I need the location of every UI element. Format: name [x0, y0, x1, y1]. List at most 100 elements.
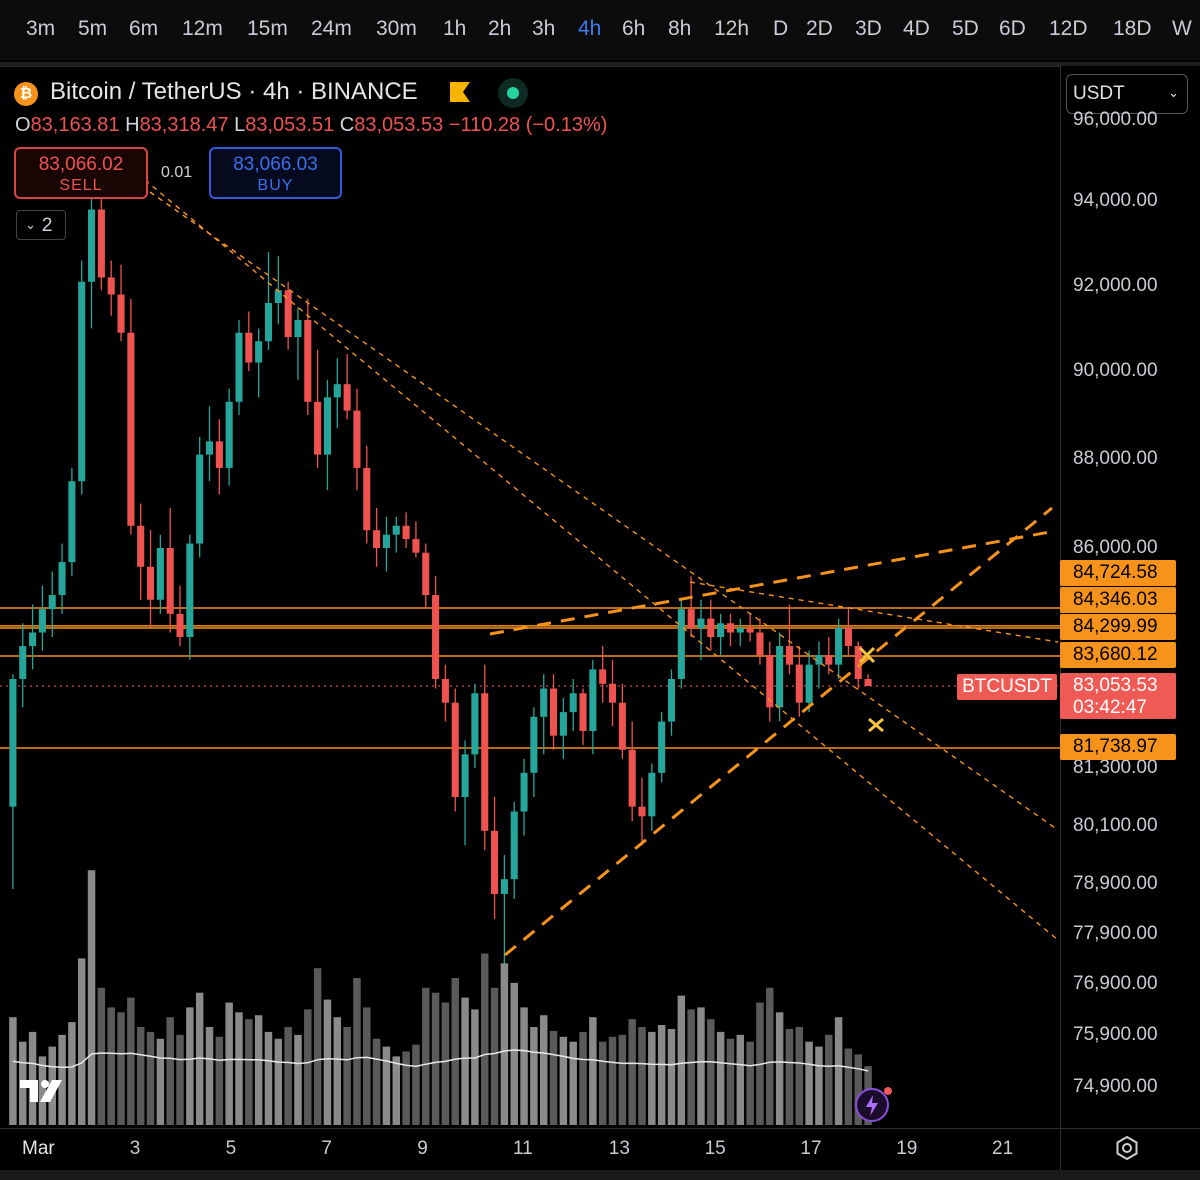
- candle-body: [726, 623, 735, 633]
- toolbar-divider: [0, 62, 1200, 66]
- volume-bar: [9, 1017, 17, 1125]
- volume-bar: [608, 1036, 617, 1125]
- candle-body: [48, 595, 56, 610]
- timeframe-12d[interactable]: 12D: [1049, 17, 1088, 40]
- timeframe-12m[interactable]: 12m: [182, 17, 223, 40]
- volume-bar: [225, 1002, 233, 1125]
- timeframe-3h[interactable]: 3h: [532, 17, 556, 40]
- timeframe-w[interactable]: W: [1172, 17, 1192, 40]
- time-axis[interactable]: [0, 1128, 1060, 1171]
- volume-bar: [461, 997, 469, 1125]
- timeframe-2h[interactable]: 2h: [488, 17, 512, 40]
- candle-body: [618, 702, 626, 750]
- volume-bar: [294, 1034, 302, 1125]
- buy-price: 83,066.03: [233, 154, 318, 175]
- date-label: 15: [704, 1138, 726, 1159]
- date-label: 19: [896, 1138, 918, 1159]
- volume-bar: [264, 1031, 273, 1125]
- chart-pane[interactable]: [0, 66, 1060, 1131]
- candle-body: [608, 683, 617, 703]
- sell-button[interactable]: 83,066.02 SELL: [14, 147, 148, 199]
- timeframe-24m[interactable]: 24m: [311, 17, 352, 40]
- timeframe-4d[interactable]: 4D: [903, 17, 930, 40]
- candle-body: [205, 441, 214, 455]
- timeframe-5m[interactable]: 5m: [78, 17, 108, 40]
- volume-bar: [77, 958, 86, 1125]
- volume-bar: [687, 1009, 695, 1125]
- volume-bar: [28, 1031, 37, 1125]
- timeframe-6h[interactable]: 6h: [622, 17, 646, 40]
- timeframe-3d[interactable]: 3D: [855, 17, 882, 40]
- candle-body: [559, 712, 567, 736]
- candle-body: [29, 632, 37, 647]
- timeframe-6m[interactable]: 6m: [129, 17, 159, 40]
- candle-body: [491, 830, 499, 894]
- volume-bar: [313, 968, 322, 1125]
- trendline-resistance-falling: [689, 581, 1059, 643]
- candle-body: [717, 623, 725, 638]
- timeframe-18d[interactable]: 18D: [1113, 17, 1152, 40]
- timeframe-12h[interactable]: 12h: [714, 17, 750, 40]
- ohlc-readout: O83,163.81 H83,318.47 L83,053.51 C83,053…: [15, 114, 607, 137]
- high-key: H: [125, 114, 140, 136]
- date-label: 21: [992, 1138, 1014, 1159]
- flag-icon[interactable]: [448, 82, 470, 102]
- level-price-tag: 84,299.99: [1060, 614, 1176, 640]
- candle-body: [146, 566, 155, 600]
- timeframe-15m[interactable]: 15m: [247, 17, 288, 40]
- volume-bar: [549, 1030, 558, 1125]
- volume-bar: [530, 1027, 538, 1125]
- level-price-tag: 84,724.58: [1060, 560, 1176, 586]
- currency-select[interactable]: USDT ⌄: [1066, 74, 1188, 114]
- date-label: 9: [417, 1138, 428, 1159]
- candle-body: [500, 879, 508, 894]
- volume-bar: [795, 1027, 804, 1125]
- candle-body: [245, 332, 253, 363]
- volume-bar: [638, 1027, 646, 1125]
- spread-value: 0.01: [161, 164, 193, 181]
- candle-body: [815, 655, 823, 665]
- indicators-toggle-button[interactable]: ⌄ 2: [16, 210, 66, 240]
- volume-bar: [480, 953, 489, 1125]
- volume-bar: [815, 1046, 823, 1125]
- volume-bar: [628, 1019, 636, 1125]
- timeframe-1h[interactable]: 1h: [443, 17, 467, 40]
- lightning-icon[interactable]: [855, 1087, 892, 1122]
- timeframe-d[interactable]: D: [773, 17, 789, 40]
- low-key: L: [234, 114, 246, 136]
- volume-bar: [746, 1041, 754, 1125]
- symbol-title[interactable]: Bitcoin / TetherUS · 4h · BINANCE: [50, 78, 418, 105]
- timeframe-2d[interactable]: 2D: [806, 17, 833, 40]
- candle-body: [156, 548, 164, 600]
- buy-button[interactable]: 83,066.03 BUY: [209, 147, 342, 199]
- candle-body: [667, 678, 676, 722]
- volume-bar: [176, 1034, 184, 1125]
- timeframe-4h[interactable]: 4h: [578, 17, 602, 40]
- open-value: 83,163.81: [30, 114, 120, 136]
- candle-body: [648, 772, 656, 817]
- settings-icon[interactable]: [1114, 1135, 1140, 1161]
- volume-bar: [520, 1007, 528, 1125]
- candle-body: [638, 806, 646, 817]
- volume-bar: [500, 963, 509, 1125]
- bar-countdown: 03:42:47: [1073, 697, 1147, 718]
- timeframe-30m[interactable]: 30m: [376, 17, 417, 40]
- candle-body: [736, 628, 744, 633]
- volume-bar: [87, 870, 96, 1125]
- timeframe-6d[interactable]: 6D: [999, 17, 1026, 40]
- candle-body: [363, 467, 371, 531]
- timeframe-3m[interactable]: 3m: [26, 17, 56, 40]
- timeframe-5d[interactable]: 5D: [952, 17, 979, 40]
- timeframe-8h[interactable]: 8h: [668, 17, 692, 40]
- candle-body: [707, 618, 715, 638]
- volume-bar: [539, 1015, 548, 1125]
- volume-bar: [215, 1036, 224, 1125]
- volume-bar: [58, 1034, 66, 1125]
- level-price-tag: 81,738.97: [1060, 734, 1176, 760]
- candle-body: [9, 678, 17, 807]
- candle-body: [343, 384, 351, 411]
- volume-bar: [333, 1017, 342, 1125]
- volume-bar: [598, 1041, 607, 1125]
- candle-body: [510, 811, 518, 880]
- volume-bar: [736, 1034, 745, 1125]
